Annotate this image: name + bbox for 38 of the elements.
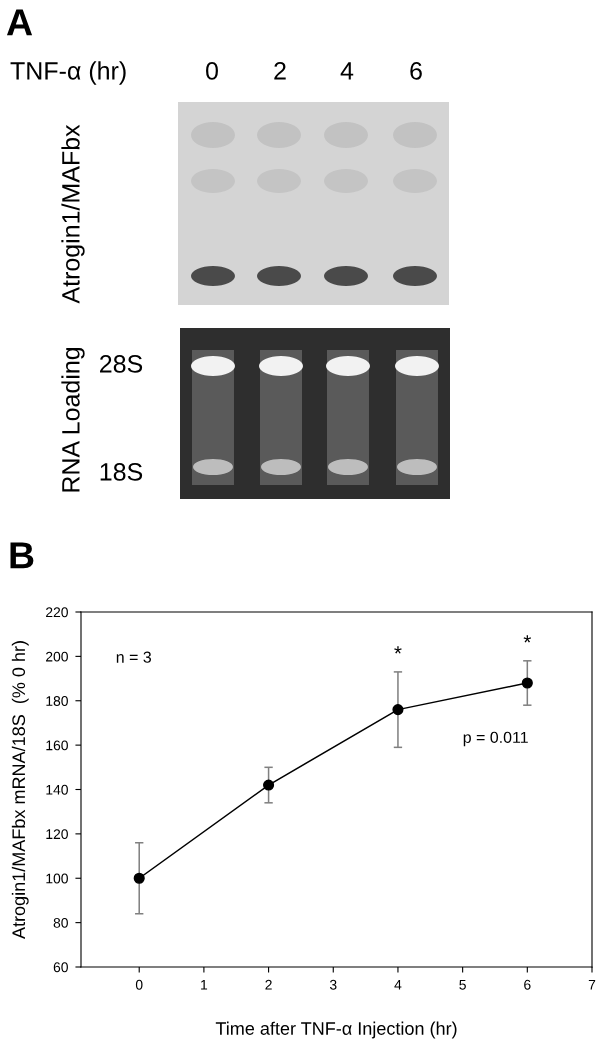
text: 4 [340, 62, 354, 80]
point [133, 872, 145, 884]
y-tick-label: 200 [46, 651, 68, 662]
text: 6 [410, 62, 422, 80]
y-tick-label: 60 [53, 962, 68, 973]
x-tick-label: 7 [588, 980, 596, 990]
text: RNA Loading [61, 347, 85, 492]
x-tick-label: 2 [265, 979, 272, 990]
y-tick-label: 180 [46, 696, 68, 706]
text: A [6, 9, 33, 36]
annotation: n = 3 [116, 651, 152, 663]
text: 2 [274, 62, 286, 80]
x-tick-label: 5 [459, 980, 466, 990]
text: 18S [100, 463, 143, 481]
y-tick-label: 220 [46, 607, 68, 618]
point [521, 677, 533, 689]
text: TNF-α (hr) [10, 61, 126, 85]
chart-title: B [10, 542, 34, 569]
y-tick-label: 80 [53, 917, 68, 928]
x-tick-label: 3 [329, 979, 337, 990]
point [392, 704, 404, 716]
y-tick-label: 160 [46, 740, 68, 751]
annotation: * [394, 646, 402, 654]
annotation: p = 0.011 [463, 731, 528, 747]
x-axis-title: Time after TNF-α Injection (hr) [215, 1021, 457, 1039]
x-tick-label: 6 [524, 979, 531, 990]
text: Atrogin1/MAFbx [61, 124, 85, 304]
text: 0 [206, 62, 218, 80]
y-tick-label: 120 [46, 829, 68, 840]
x-tick-label: 1 [201, 980, 208, 990]
y-axis-title: Atrogin1/MAFbx mRNA/18S (% 0 hr) [11, 641, 29, 939]
y-tick-label: 140 [46, 784, 68, 795]
annotation: * [523, 635, 532, 643]
x-tick-label: 0 [135, 979, 143, 990]
y-tick-label: 100 [46, 873, 68, 884]
x-tick-label: 4 [394, 980, 402, 990]
point [263, 779, 275, 791]
text: 28S [100, 355, 143, 373]
